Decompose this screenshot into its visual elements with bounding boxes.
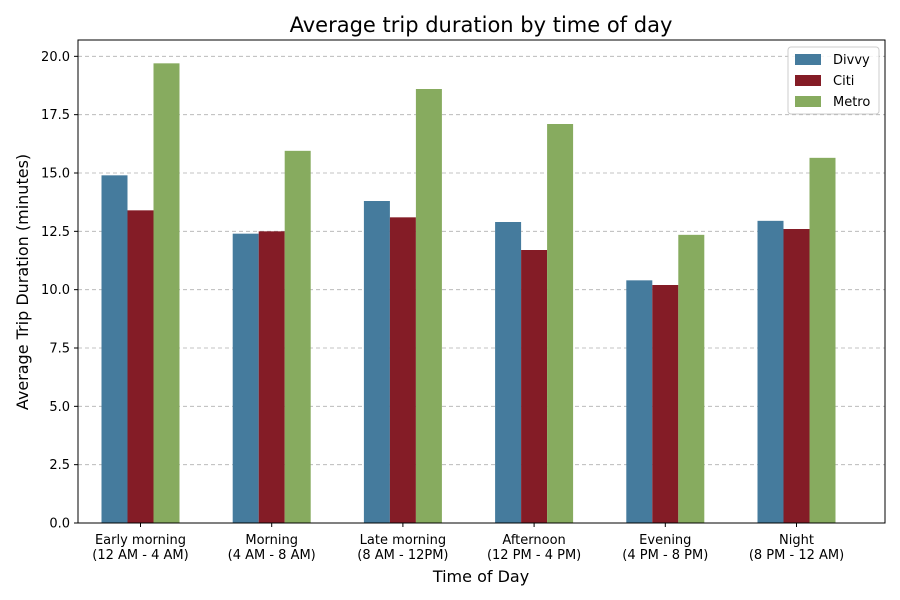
bar-citi	[258, 231, 285, 524]
x-tick-label: Night	[779, 533, 814, 548]
bar-citi	[389, 217, 416, 524]
y-tick-label: 12.5	[41, 225, 70, 240]
y-tick-label: 7.5	[49, 342, 70, 357]
legend-label-citi: Citi	[833, 74, 854, 89]
y-tick-label: 10.0	[41, 283, 70, 298]
x-tick-label: Afternoon	[502, 533, 565, 548]
y-tick-label: 17.5	[41, 108, 70, 123]
bar-divvy	[495, 222, 522, 523]
y-axis-ticks: 0.0 2.5 5.0 7.5 10.0 12.5 15.0 17.5 20.0	[41, 50, 78, 532]
y-gridlines	[78, 55, 885, 524]
plot-frame	[77, 39, 886, 524]
y-tick-label: 0.0	[49, 517, 70, 532]
x-tick-label: Late morning	[360, 533, 447, 548]
bar-citi	[652, 285, 679, 523]
y-axis-title: Average Trip Duration (minutes)	[13, 154, 32, 410]
bar-divvy	[232, 233, 259, 523]
bar-divvy	[101, 175, 128, 524]
x-tick-label: (8 PM - 12 AM)	[749, 548, 844, 563]
x-tick-label: (8 AM - 12PM)	[357, 548, 448, 563]
bar-metro	[415, 89, 442, 523]
bar-divvy	[363, 201, 390, 523]
bar-divvy	[626, 280, 653, 523]
x-tick-label: Morning	[245, 533, 298, 548]
legend: Divvy Citi Metro	[787, 46, 880, 115]
bar-citi	[521, 250, 548, 523]
chart-title: Average trip duration by time of day	[290, 13, 673, 37]
x-tick-label: Early morning	[95, 533, 186, 548]
bar-metro	[153, 63, 180, 523]
x-tick-label: (4 PM - 8 PM)	[622, 548, 708, 563]
y-tick-label: 2.5	[49, 458, 70, 473]
bar-metro	[809, 157, 836, 524]
bar-metro	[284, 150, 311, 524]
legend-label-metro: Metro	[833, 95, 870, 110]
legend-swatch-divvy	[795, 54, 821, 65]
bar-metro	[678, 234, 705, 524]
bar-metro	[547, 124, 574, 523]
bar-citi	[783, 229, 810, 523]
x-tick-label: (4 AM - 8 AM)	[228, 548, 316, 563]
x-axis-title: Time of Day	[432, 567, 529, 586]
x-tick-label: (12 PM - 4 PM)	[487, 548, 581, 563]
legend-swatch-citi	[795, 75, 821, 86]
x-axis-ticks: Early morning(12 AM - 4 AM) Morning(4 AM …	[92, 523, 844, 563]
legend-label-divvy: Divvy	[833, 53, 870, 68]
x-tick-label: (12 AM - 4 AM)	[92, 548, 188, 563]
bar-citi	[127, 210, 154, 524]
y-tick-label: 5.0	[49, 400, 70, 415]
x-tick-label: Evening	[639, 533, 691, 548]
y-tick-label: 20.0	[41, 50, 70, 65]
legend-swatch-metro	[795, 96, 821, 107]
y-tick-label: 15.0	[41, 167, 70, 182]
bar-divvy	[757, 220, 784, 524]
bars-group	[101, 63, 836, 524]
